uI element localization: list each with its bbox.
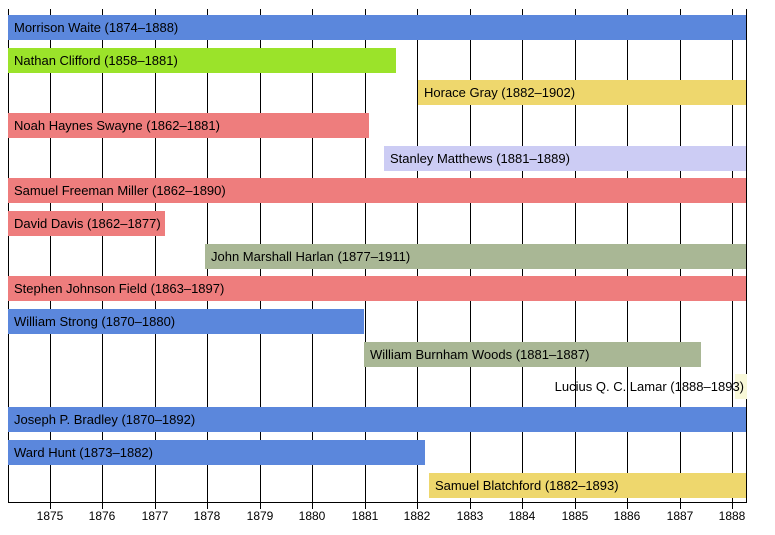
timeline-bar-lucius-q-c-lamar	[735, 374, 747, 399]
x-axis-tick	[365, 502, 366, 509]
bar-label: Stanley Matthews (1881–1889)	[390, 151, 570, 166]
timeline-bar-stanley-matthews: Stanley Matthews (1881–1889)	[384, 146, 746, 171]
plot-left-border	[8, 9, 9, 502]
timeline-bar-noah-haynes-swayne: Noah Haynes Swayne (1862–1881)	[8, 113, 369, 138]
x-axis-tick-label: 1881	[351, 509, 379, 523]
bar-label: Joseph P. Bradley (1870–1892)	[14, 412, 196, 427]
timeline-bar-david-davis: David Davis (1862–1877)	[8, 211, 165, 236]
bar-label-outside: Lucius Q. C. Lamar (1888–1893)	[554, 379, 744, 394]
timeline-bar-horace-gray: Horace Gray (1882–1902)	[418, 80, 746, 105]
x-axis-tick-label: 1882	[403, 509, 431, 523]
x-axis-tick-label: 1884	[508, 509, 536, 523]
x-axis-tick	[260, 502, 261, 509]
bar-label: Noah Haynes Swayne (1862–1881)	[14, 118, 220, 133]
bar-label: Stephen Johnson Field (1863–1897)	[14, 281, 225, 296]
x-axis-tick-label: 1887	[666, 509, 694, 523]
x-axis-tick-label: 1888	[718, 509, 746, 523]
x-axis-tick-label: 1885	[561, 509, 589, 523]
x-axis-tick	[207, 502, 208, 509]
timeline-bar-samuel-blatchford: Samuel Blatchford (1882–1893)	[429, 473, 746, 498]
x-axis-tick	[575, 502, 576, 509]
bar-label: Nathan Clifford (1858–1881)	[14, 53, 178, 68]
x-axis-tick-label: 1883	[456, 509, 484, 523]
bar-label: Samuel Freeman Miller (1862–1890)	[14, 183, 226, 198]
x-axis-tick	[680, 502, 681, 509]
x-axis-line	[8, 502, 747, 503]
x-axis-tick	[312, 502, 313, 509]
x-axis-tick-label: 1875	[36, 509, 64, 523]
x-axis-tick	[50, 502, 51, 509]
plot-right-border	[746, 9, 747, 502]
bar-label: David Davis (1862–1877)	[14, 216, 161, 231]
timeline-bar-john-marshall-harlan: John Marshall Harlan (1877–1911)	[205, 244, 746, 269]
timeline-bar-stephen-johnson-field: Stephen Johnson Field (1863–1897)	[8, 276, 746, 301]
timeline-bar-joseph-p-bradley: Joseph P. Bradley (1870–1892)	[8, 407, 746, 432]
bar-label: Horace Gray (1882–1902)	[424, 85, 576, 100]
x-axis-tick	[417, 502, 418, 509]
bar-label: John Marshall Harlan (1877–1911)	[211, 249, 411, 264]
x-axis-tick	[155, 502, 156, 509]
timeline-bar-william-strong: William Strong (1870–1880)	[8, 309, 364, 334]
timeline-bar-samuel-freeman-miller: Samuel Freeman Miller (1862–1890)	[8, 178, 746, 203]
x-axis-tick	[470, 502, 471, 509]
x-axis-tick-label: 1879	[246, 509, 274, 523]
bar-label: William Strong (1870–1880)	[14, 314, 176, 329]
timeline-bar-william-burnham-woods: William Burnham Woods (1881–1887)	[364, 342, 701, 367]
x-axis-tick	[732, 502, 733, 509]
timeline-bar-nathan-clifford: Nathan Clifford (1858–1881)	[8, 48, 396, 73]
x-axis-tick-label: 1876	[88, 509, 116, 523]
x-axis-tick	[627, 502, 628, 509]
bar-label: Samuel Blatchford (1882–1893)	[435, 478, 619, 493]
x-axis-tick-label: 1877	[141, 509, 169, 523]
year-gridline	[155, 9, 156, 502]
year-gridline	[102, 9, 103, 502]
timeline-bar-ward-hunt: Ward Hunt (1873–1882)	[8, 440, 425, 465]
bar-label: William Burnham Woods (1881–1887)	[370, 347, 590, 362]
x-axis-tick	[102, 502, 103, 509]
timeline-bar-morrison-waite: Morrison Waite (1874–1888)	[8, 15, 746, 40]
bar-label: Ward Hunt (1873–1882)	[14, 445, 153, 460]
year-gridline	[50, 9, 51, 502]
x-axis-tick-label: 1880	[298, 509, 326, 523]
x-axis-tick-label: 1878	[193, 509, 221, 523]
x-axis-tick	[522, 502, 523, 509]
bar-label: Morrison Waite (1874–1888)	[14, 20, 179, 35]
x-axis-tick-label: 1886	[613, 509, 641, 523]
